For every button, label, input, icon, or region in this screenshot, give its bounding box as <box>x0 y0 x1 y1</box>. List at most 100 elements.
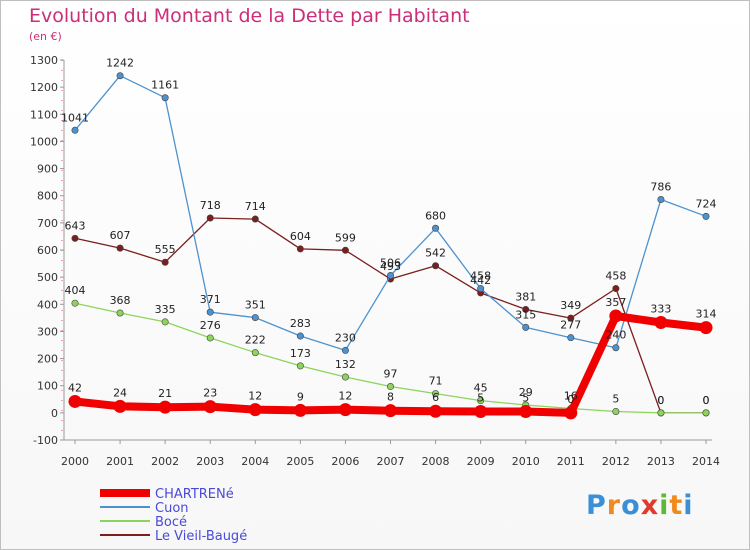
x-tick-label: 2001 <box>106 455 134 468</box>
data-point <box>657 409 665 417</box>
data-point <box>654 315 668 329</box>
data-point <box>477 285 485 293</box>
data-label: 23 <box>203 387 217 400</box>
y-tick-label: -100 <box>33 434 58 447</box>
x-tick-label: 2011 <box>557 455 585 468</box>
data-point <box>657 196 665 204</box>
data-label: 458 <box>470 270 491 283</box>
data-point <box>251 314 259 322</box>
data-point <box>251 349 259 357</box>
data-point <box>341 246 349 254</box>
y-tick-label: 400 <box>37 298 58 311</box>
data-point <box>609 309 623 323</box>
data-label: 12 <box>248 390 262 403</box>
data-point <box>341 373 349 381</box>
data-label: 493 <box>380 260 401 273</box>
x-tick-label: 2007 <box>377 455 405 468</box>
logo-letter: i <box>683 490 694 521</box>
data-label: 277 <box>560 319 581 332</box>
data-label: 24 <box>113 386 127 399</box>
logo-letter: x <box>640 490 660 521</box>
data-point <box>206 214 214 222</box>
x-tick-label: 2003 <box>196 455 224 468</box>
data-label: 643 <box>65 219 86 232</box>
x-tick-label: 2008 <box>422 455 450 468</box>
data-point <box>296 332 304 340</box>
data-point <box>384 404 397 418</box>
y-tick-label: 1200 <box>30 81 58 94</box>
data-point <box>116 309 124 317</box>
data-label: 680 <box>425 209 446 222</box>
data-label: 314 <box>696 308 717 321</box>
x-tick-label: 2012 <box>602 455 630 468</box>
data-label: 718 <box>200 199 221 212</box>
data-label: 349 <box>560 299 581 312</box>
data-label: 714 <box>245 200 266 213</box>
data-label: 29 <box>519 386 533 399</box>
data-point <box>432 262 440 270</box>
data-label: 442 <box>470 274 491 287</box>
data-label: 97 <box>384 368 398 381</box>
data-point <box>429 404 443 418</box>
data-point <box>338 403 352 417</box>
data-label: 21 <box>158 387 172 400</box>
legend-entry: Le Vieil-Baugé <box>155 529 247 544</box>
data-point <box>702 409 710 417</box>
y-tick-label: 200 <box>37 353 58 366</box>
chart-title: Evolution du Montant de la Dette par Hab… <box>29 5 470 27</box>
unit-label: (en €) <box>29 30 62 43</box>
data-point <box>519 405 533 418</box>
data-label: 381 <box>515 290 536 303</box>
legend-entry: CHARTRENé <box>155 487 234 502</box>
data-label: 8 <box>387 391 394 404</box>
data-point <box>477 397 485 405</box>
data-point <box>71 126 79 134</box>
data-label: 368 <box>110 294 131 307</box>
data-point <box>341 346 349 354</box>
data-point <box>612 344 620 352</box>
data-label: 458 <box>605 270 626 283</box>
logo-letter: i <box>659 490 670 521</box>
data-point <box>116 244 124 252</box>
y-tick-label: 1100 <box>30 108 58 121</box>
data-label: 333 <box>650 302 671 315</box>
x-tick-label: 2013 <box>647 455 675 468</box>
y-tick-label: 500 <box>37 271 58 284</box>
data-label: 0 <box>703 394 710 407</box>
y-tick-label: 800 <box>37 190 58 203</box>
data-label: 404 <box>65 284 86 297</box>
data-label: 335 <box>155 303 176 316</box>
x-tick-label: 2006 <box>331 455 359 468</box>
data-label: 0 <box>567 393 574 406</box>
data-point <box>251 215 259 223</box>
data-point <box>296 245 304 253</box>
data-point <box>206 308 214 316</box>
y-tick-label: 1300 <box>30 54 58 67</box>
data-label: 357 <box>605 296 626 309</box>
data-label: 371 <box>200 293 221 306</box>
data-label: 222 <box>245 334 266 347</box>
data-point <box>161 258 169 266</box>
data-label: 599 <box>335 231 356 244</box>
x-tick-label: 2005 <box>286 455 314 468</box>
data-point <box>161 94 169 102</box>
data-point <box>71 299 79 307</box>
data-label: 173 <box>290 347 311 360</box>
data-label: 9 <box>297 390 304 403</box>
data-point <box>612 285 620 293</box>
data-label: 315 <box>515 308 536 321</box>
x-tick-label: 2009 <box>467 455 495 468</box>
x-tick-label: 2010 <box>512 455 540 468</box>
proxiti-logo: Proxiti <box>586 490 694 521</box>
y-tick-label: 100 <box>37 380 58 393</box>
data-label: 283 <box>290 317 311 330</box>
data-label: 5 <box>477 392 484 405</box>
data-point <box>522 305 530 313</box>
data-label: 16 <box>564 390 578 403</box>
data-label: 132 <box>335 358 356 371</box>
data-label: 542 <box>425 247 446 260</box>
x-tick-label: 2014 <box>692 455 720 468</box>
legend-entry: Cuon <box>155 501 189 516</box>
